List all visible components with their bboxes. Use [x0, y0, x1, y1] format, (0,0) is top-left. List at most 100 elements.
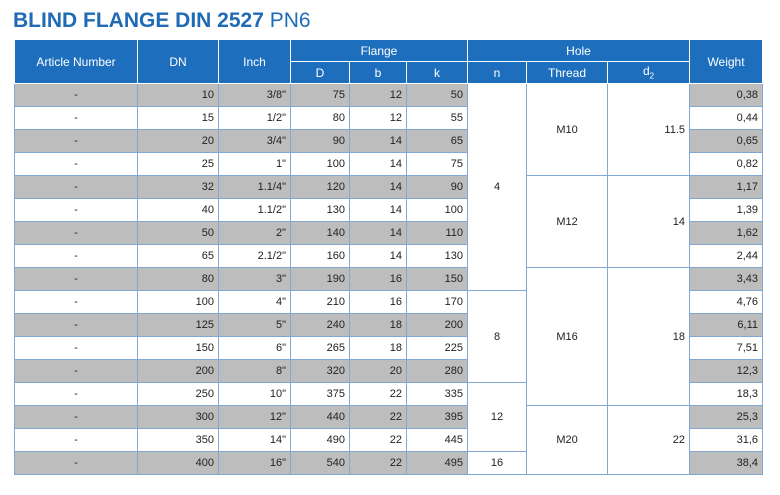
table-row: -32 1.1/4" 120 14 90 M12 14 1,17	[14, 175, 764, 268]
cell-weight: 0,82	[689, 152, 764, 176]
cell-dn: 65	[137, 244, 219, 268]
cell-flange-d: 375	[290, 382, 350, 406]
cell-inch: 1"	[218, 152, 291, 176]
table-row: -15 1/2" 80 12 55 0,44	[14, 106, 764, 130]
cell-flange-k: 75	[405, 152, 469, 176]
cell-flange-k: 130	[405, 244, 469, 268]
cell-flange-d: 160	[290, 244, 350, 268]
cell-inch: 14"	[218, 428, 291, 452]
cell-weight: 4,76	[689, 290, 764, 314]
cell-inch: 2"	[218, 221, 291, 245]
cell-flange-d: 90	[290, 129, 350, 153]
cell-article-number: -	[14, 290, 138, 314]
cell-dn: 25	[137, 152, 219, 176]
cell-weight: 0,44	[689, 106, 764, 130]
cell-inch: 8"	[218, 359, 291, 383]
cell-weight: 38,4	[689, 451, 764, 475]
cell-inch: 3"	[218, 267, 291, 291]
cell-article-number: -	[14, 129, 138, 153]
cell-hole-n: 4	[467, 83, 528, 291]
cell-weight: 0,38	[689, 83, 764, 107]
cell-flange-k: 395	[405, 405, 469, 429]
cell-weight: 6,11	[689, 313, 764, 337]
cell-dn: 400	[137, 451, 219, 475]
cell-flange-d: 120	[290, 175, 350, 199]
cell-article-number: -	[14, 106, 138, 130]
table-row: -10 3/8" 75 12 50 4 M10 11.5 0,38	[14, 83, 764, 291]
cell-dn: 300	[137, 405, 219, 429]
header-weight: Weight	[689, 39, 764, 84]
header-d2-base: d	[642, 64, 650, 79]
cell-article-number: -	[14, 313, 138, 337]
cell-flange-d: 540	[290, 451, 350, 475]
cell-flange-k: 200	[405, 313, 469, 337]
cell-weight: 0,65	[689, 129, 764, 153]
cell-flange-k: 110	[405, 221, 469, 245]
cell-flange-d: 320	[290, 359, 350, 383]
cell-dn: 250	[137, 382, 219, 406]
cell-hole-n: 16	[467, 451, 528, 475]
cell-weight: 1,62	[689, 221, 764, 245]
cell-flange-b: 18	[349, 336, 407, 360]
header-hole-n: n	[467, 61, 528, 84]
cell-article-number: -	[14, 359, 138, 383]
cell-article-number: -	[14, 244, 138, 268]
cell-flange-b: 16	[349, 290, 407, 314]
table-row: -150 6" 265 18 225 7,51	[14, 336, 764, 360]
table-row: -400 16" 540 22 495 16 38,4	[14, 451, 764, 475]
cell-flange-d: 440	[290, 405, 350, 429]
cell-inch: 12"	[218, 405, 291, 429]
header-flange-b: b	[349, 61, 407, 84]
table-row: -20 3/4" 90 14 65 0,65	[14, 129, 764, 153]
header-flange-d: D	[290, 61, 350, 84]
header-hole: Hole	[467, 39, 691, 62]
cell-article-number: -	[14, 221, 138, 245]
cell-dn: 50	[137, 221, 219, 245]
cell-article-number: -	[14, 451, 138, 475]
cell-hole-d2: 14	[607, 175, 691, 268]
cell-flange-k: 170	[405, 290, 469, 314]
cell-flange-k: 495	[405, 451, 469, 475]
cell-inch: 16"	[218, 451, 291, 475]
cell-article-number: -	[14, 83, 138, 107]
cell-dn: 15	[137, 106, 219, 130]
cell-inch: 4"	[218, 290, 291, 314]
cell-hole-thread: M20	[526, 405, 609, 475]
cell-article-number: -	[14, 198, 138, 222]
table-row: -125 5" 240 18 200 6,11	[14, 313, 764, 337]
cell-flange-b: 12	[349, 106, 407, 130]
cell-inch: 1/2"	[218, 106, 291, 130]
cell-flange-k: 50	[405, 83, 469, 107]
cell-flange-d: 490	[290, 428, 350, 452]
title-main: BLIND FLANGE DIN 2527	[13, 9, 264, 32]
cell-dn: 40	[137, 198, 219, 222]
cell-inch: 6"	[218, 336, 291, 360]
cell-weight: 25,3	[689, 405, 764, 429]
cell-flange-d: 190	[290, 267, 350, 291]
header-dn: DN	[137, 39, 219, 84]
cell-flange-b: 14	[349, 129, 407, 153]
header-d2-sub: 2	[649, 71, 655, 81]
cell-inch: 2.1/2"	[218, 244, 291, 268]
cell-flange-b: 16	[349, 267, 407, 291]
cell-dn: 10	[137, 83, 219, 107]
cell-flange-d: 265	[290, 336, 350, 360]
cell-flange-b: 22	[349, 382, 407, 406]
table-body: -10 3/8" 75 12 50 4 M10 11.5 0,38-15 1/2" 80 12 55 0,…	[14, 83, 764, 475]
cell-weight: 2,44	[689, 244, 764, 268]
cell-flange-b: 22	[349, 405, 407, 429]
cell-inch: 3/4"	[218, 129, 291, 153]
cell-flange-k: 225	[405, 336, 469, 360]
cell-hole-thread: M16	[526, 267, 609, 406]
cell-dn: 32	[137, 175, 219, 199]
cell-flange-b: 12	[349, 83, 407, 107]
cell-hole-d2: 11.5	[607, 83, 691, 176]
cell-hole-n: 12	[467, 382, 528, 452]
table-row: -25 1" 100 14 75 0,82	[14, 152, 764, 176]
cell-weight: 31,6	[689, 428, 764, 452]
cell-inch: 3/8"	[218, 83, 291, 107]
cell-dn: 150	[137, 336, 219, 360]
cell-flange-k: 65	[405, 129, 469, 153]
cell-flange-b: 18	[349, 313, 407, 337]
cell-dn: 200	[137, 359, 219, 383]
